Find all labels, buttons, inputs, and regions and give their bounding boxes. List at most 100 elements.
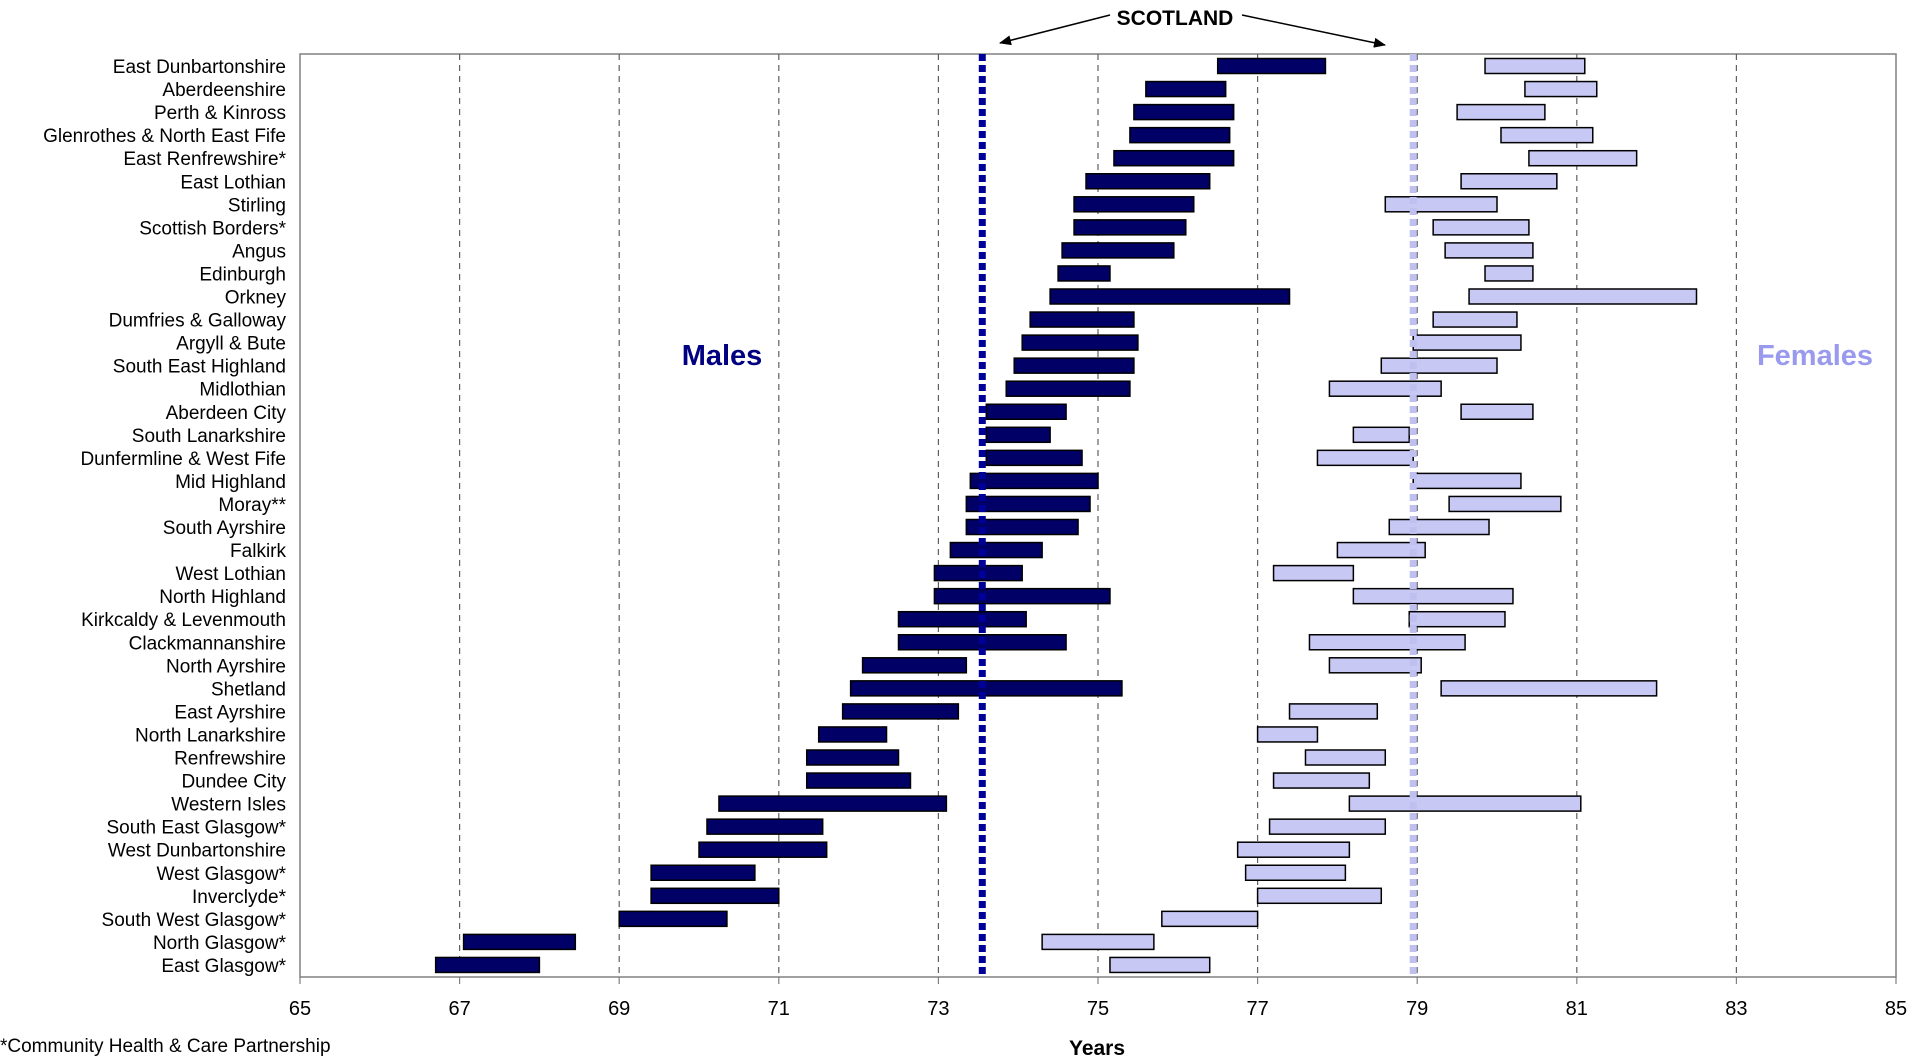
scotland-arrow-left [999,14,1111,46]
female-range-bar [1161,910,1259,928]
category-label: Shetland [211,679,286,700]
category-label: South Lanarkshire [132,426,286,447]
male-range-bar [969,472,1099,490]
male-range-bar [1085,173,1211,190]
category-label: North Glasgow* [153,933,287,954]
category-label: North Lanarkshire [135,725,286,746]
male-range-bar [718,795,948,812]
male-range-bar [965,495,1091,513]
female-range-bar [1484,265,1534,282]
category-label: Dumfries & Galloway [109,311,287,332]
x-tick-label: 73 [927,998,949,1020]
male-range-bar [933,564,1023,582]
male-range-bar [849,680,1123,697]
male-range-bar [706,818,824,835]
males-label: Males [682,340,763,372]
female-range-bar [1408,610,1506,628]
grid-lines [299,54,1897,984]
male-range-bar [1145,80,1227,98]
male-range-bar [650,864,756,881]
female-range-bar [1528,149,1638,167]
female-range-bar [1316,449,1414,467]
female-range-bar [1432,311,1518,328]
category-label: South West Glasgow* [102,910,287,931]
scotland-arrow-right [1241,14,1386,48]
male-range-bar [1073,196,1195,213]
category-label: Aberdeenshire [162,80,286,101]
x-tick-label: 71 [768,998,790,1020]
male-range-bar [434,956,541,974]
category-label: East Renfrewshire* [123,149,286,170]
category-label: Glenrothes & North East Fife [43,126,286,147]
female-range-bar [1256,887,1383,905]
category-label: Inverclyde* [192,887,287,908]
male-range-bar [933,587,1111,605]
female-range-bar [1352,587,1514,605]
category-label: Moray** [218,495,286,516]
female-range-bar [1256,726,1319,743]
x-tick-label: 85 [1885,998,1907,1020]
male-range-bar [462,933,577,951]
category-label: Dundee City [181,772,286,793]
female-range-bar [1412,334,1522,351]
male-range-bar [1021,334,1139,351]
x-axis-title: Years [1069,1037,1125,1060]
male-range-bar [805,749,900,766]
male-range-bar [861,657,968,674]
female-range-bar [1041,933,1155,951]
female-range-bar [1352,426,1410,444]
male-range-bar [985,426,1051,444]
male-range-bar [1013,357,1135,374]
category-label: Orkney [225,288,287,309]
x-tick-label: 69 [608,998,630,1020]
category-label: Western Isles [171,795,286,816]
category-label: Angus [232,241,286,262]
category-label: Argyll & Bute [176,334,286,355]
female-range-bar [1380,357,1498,374]
female-range-bar [1109,956,1211,974]
female-range-bar [1328,380,1442,397]
male-range-bar [965,518,1079,536]
category-label: Stirling [228,195,286,216]
category-label: Mid Highland [175,472,286,493]
category-label: Scottish Borders* [139,218,286,239]
female-range-bar [1500,126,1594,144]
male-range-bar [985,403,1067,420]
male-range-bar [897,610,1027,628]
male-range-bar [698,841,828,858]
male-range-bar [1216,57,1327,75]
category-label: South East Glasgow* [106,818,286,839]
male-range-bar [650,887,780,905]
category-label: Perth & Kinross [154,103,286,124]
male-range-bar [1073,219,1187,236]
female-range-bar [1384,196,1498,213]
male-range-bar [805,772,912,789]
female-range-bar [1388,518,1490,536]
female-range-bar [1236,841,1351,858]
female-range-bar [1308,634,1466,651]
female-range-bar [1244,864,1347,881]
female-range-bar [1272,564,1355,582]
male-range-bar [949,541,1043,559]
female-range-bar [1460,173,1558,190]
male-range-bar [1113,149,1235,167]
female-range-bar [1432,219,1530,236]
category-label: Kirkcaldy & Levenmouth [81,610,286,631]
female-range-bar [1412,472,1522,490]
female-range-bar [1440,680,1658,697]
category-label: Renfrewshire [174,749,286,770]
footnote: *Community Health & Care Partnership [0,1036,331,1057]
category-label: East Ayrshire [174,702,286,723]
category-label: West Glasgow* [156,864,286,885]
female-range-bar [1468,288,1698,305]
male-range-bar [817,726,888,743]
bars [434,57,1698,974]
male-range-bar [1061,242,1175,259]
male-range-bar [1029,311,1135,328]
female-range-bar [1336,541,1426,559]
x-tick-label: 83 [1725,998,1747,1020]
male-range-bar [1133,103,1235,121]
male-range-bar [1005,380,1131,397]
category-label: East Lothian [180,172,286,193]
